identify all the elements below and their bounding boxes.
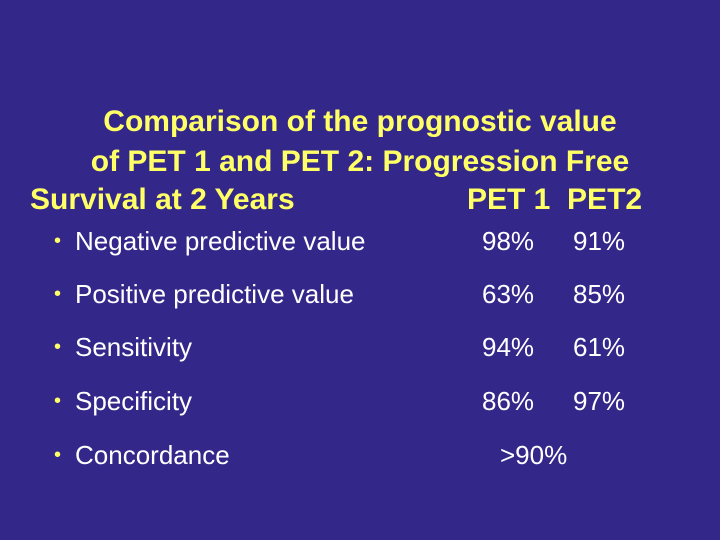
pet2-header: PET2 [567,183,643,216]
pet2-value: 91% [573,226,626,256]
bullet-icon: • [54,444,62,466]
pet2-value: 85% [573,279,626,309]
title-line-1: Comparison of the prognostic value [103,105,617,138]
row-negative-predictive-value: • Negative predictive value 98% 91% [0,223,720,263]
row-label: Positive predictive value [75,279,354,309]
row-positive-predictive-value: • Positive predictive value 63% 85% [0,276,720,316]
column-headers: PET 1 PET2 [467,182,642,218]
row-sensitivity: • Sensitivity 94% 61% [0,329,720,369]
title-line-3-text: Survival at 2 Years [30,183,295,216]
pet1-value: 94% [482,332,535,362]
pet1-header: PET 1 [467,183,551,216]
bullet-icon: • [54,336,62,358]
pet2-value: 61% [573,332,626,362]
pet1-value: 86% [482,386,535,416]
bullet-icon: • [54,390,62,412]
title-line-2: of PET 1 and PET 2: Progression Free [90,145,630,178]
row-specificity: • Specificity 86% 97% [0,383,720,423]
bullet-icon: • [54,230,62,252]
pet1-value: 63% [482,279,535,309]
combined-value: >90% [500,440,568,470]
row-label: Sensitivity [75,332,193,362]
pet2-value: 97% [573,386,626,416]
pet1-value: 98% [482,226,535,256]
row-label: Concordance [75,440,230,470]
bullet-icon: • [54,283,62,305]
row-label: Specificity [75,386,193,416]
row-label: Negative predictive value [75,226,366,256]
row-concordance: • Concordance >90% [0,437,720,477]
